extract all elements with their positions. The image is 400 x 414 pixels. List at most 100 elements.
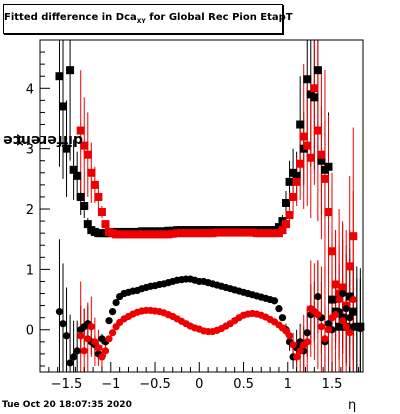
data-point-square [146,230,155,239]
y-axis-label: difference in DcaXY [0,132,83,148]
data-point-square [190,229,199,238]
data-point-circle [303,329,311,337]
data-point-square [151,230,160,239]
data-point-square [159,230,168,239]
chart-title-box: Fitted difference in DcaXY for Global Re… [3,4,293,34]
data-point-square [282,220,291,229]
data-point-square [292,171,301,180]
data-point-circle [91,338,99,346]
data-point-circle [296,347,304,355]
data-point-square [59,102,68,111]
data-point-circle [324,326,333,334]
chart-title: Fitted difference in DcaXY for Global Re… [4,12,293,25]
data-point-circle [94,344,103,352]
data-point-square [313,126,322,135]
data-point-circle [105,335,113,343]
data-point-circle [77,332,85,340]
data-point-square [230,228,239,237]
x-tick-label: 1 [284,377,292,392]
data-point-square [285,211,294,220]
data-point-square [338,283,347,292]
x-tick-label: −1 [101,377,120,392]
data-point-circle [324,320,333,328]
data-point-square [306,153,315,162]
data-point-circle [80,347,88,355]
data-point-circle [112,298,120,307]
data-point-square [328,247,337,256]
data-point-circle [314,311,322,319]
data-point-circle [270,297,279,305]
data-point-circle [289,341,297,349]
data-point-square [217,228,226,237]
data-point-circle [346,329,354,337]
data-point-square [76,192,85,201]
data-point-square [182,229,191,238]
data-point-circle [303,338,311,346]
data-point-square [324,208,333,217]
data-point-square [73,171,82,180]
data-point-circle [335,295,343,304]
data-point-square [289,192,298,201]
data-point-circle [73,347,81,355]
data-point-square [204,229,213,238]
data-point-square [296,120,305,129]
data-point-circle [108,329,117,337]
data-point-circle [314,292,322,301]
data-point-square [257,229,266,238]
data-point-square [83,220,92,229]
data-point-circle [342,305,350,313]
data-point-square [270,229,279,238]
data-point-circle [59,320,67,328]
data-point-square [199,229,208,238]
x-tick-label: 0.5 [233,377,254,392]
data-point-square [212,228,221,237]
data-point-square [87,168,96,177]
data-point-square [296,159,305,168]
data-point-circle [339,289,347,298]
data-point-square [62,144,71,153]
data-point-square [142,230,151,239]
data-point-square [115,230,124,239]
data-point-circle [321,335,329,343]
data-point-square [168,229,177,238]
y-tick-label: 1 [26,263,34,278]
data-point-square [324,162,333,171]
data-point-square [285,177,294,186]
data-point-square [221,228,230,237]
data-point-square [317,156,326,165]
data-point-square [124,230,133,239]
data-point-circle [293,353,301,361]
data-point-circle [70,353,78,361]
data-point-square [261,229,270,238]
timestamp: Tue Oct 20 18:07:35 2020 [2,400,132,410]
data-point-square [303,75,312,84]
data-point-circle [285,332,294,340]
data-point-square [155,230,164,239]
data-point-square [80,141,89,150]
data-point-circle [98,353,106,361]
y-tick-label: 3 [26,143,34,158]
data-point-square [186,229,195,238]
data-point-circle [275,305,283,313]
x-axis-label: η [348,398,357,413]
data-point-square [345,262,354,271]
data-point-square [248,228,257,237]
data-point-square [235,228,244,237]
x-tick-label: 1.5 [322,377,343,392]
data-point-square [101,220,110,229]
data-point-square [335,322,344,331]
data-point-square [282,198,291,207]
data-point-circle [339,317,347,325]
data-point-circle [105,317,113,325]
y-tick-label: 2 [26,203,34,218]
plot-frame [39,39,364,373]
data-point-circle [108,308,117,316]
x-tick-label: −1.5 [51,377,83,392]
x-tick-label: −0.5 [139,377,171,392]
data-point-square [137,230,146,239]
data-point-square [278,226,287,235]
data-point-square [331,280,340,289]
data-point-square [299,132,308,141]
data-point-circle [101,347,110,355]
